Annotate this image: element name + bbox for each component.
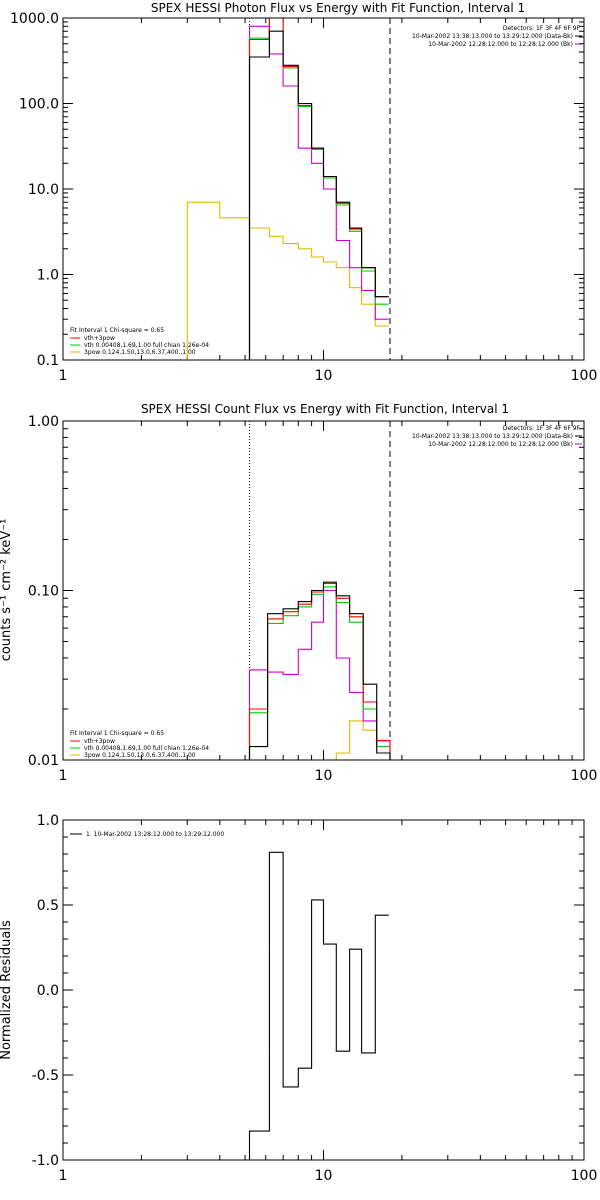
residuals-x-tick-label: 10 bbox=[315, 1168, 333, 1184]
photon-flux-panel: SPEX HESSI Photon Flux vs Energy with Fi… bbox=[10, 1, 597, 384]
count-y-tick-label: 1.00 bbox=[28, 414, 59, 430]
photon-legend-vth: vth 0.00408,1.69,1.00 full chian 1.26e-0… bbox=[84, 342, 209, 349]
residuals-legend: 1. 10-Mar-2002 13:28:12.000 to 13:29:12.… bbox=[86, 831, 224, 838]
photon-legend-bk: 10-Mar-2002 12:28:12.000 to 12:28:12.000… bbox=[428, 41, 573, 48]
count-x-tick-label: 1 bbox=[59, 768, 68, 784]
photon-ticks: 1 10 100 0.1 1.0 10.0 100.0 1000.0 bbox=[10, 11, 597, 384]
photon-chart-title: SPEX HESSI Photon Flux vs Energy with Fi… bbox=[151, 1, 525, 15]
count-flux-panel: SPEX HESSI Count Flux vs Energy with Fit… bbox=[0, 402, 597, 784]
photon-x-tick-label: 10 bbox=[315, 368, 333, 384]
residuals-series-data bbox=[248, 851, 389, 1160]
residuals-x-tick-label: 1 bbox=[59, 1168, 68, 1184]
photon-plot-frame bbox=[62, 17, 585, 361]
count-series-data bbox=[248, 581, 391, 760]
count-y-axis-label: counts s⁻¹ cm⁻² keV⁻¹ bbox=[0, 519, 14, 662]
photon-x-tick-label: 100 bbox=[571, 368, 598, 384]
residuals-y-tick-label: 1.0 bbox=[37, 813, 59, 829]
photon-y-tick-label: 1000.0 bbox=[10, 11, 59, 27]
residuals-plot-frame bbox=[62, 819, 585, 1161]
photon-x-tick-label: 1 bbox=[59, 368, 68, 384]
count-ticks: 1 10 100 0.01 0.10 1.00 bbox=[28, 414, 598, 784]
photon-legend-data-bk: 10-Mar-2002 13:38:13.000 to 13:29:12.000… bbox=[412, 33, 573, 40]
residuals-y-tick-label: 0.5 bbox=[37, 898, 59, 914]
count-legend-vth3pow: vth+3pow bbox=[84, 738, 115, 745]
photon-series-data bbox=[248, 30, 389, 360]
residuals-y-axis-label: Normalized Residuals bbox=[0, 920, 14, 1060]
residuals-x-tick-label: 100 bbox=[571, 1168, 598, 1184]
count-legend-3pow: 3pow 0.124,1.50,13.0,6.37,400.,1.00 bbox=[84, 752, 196, 759]
count-plot-frame bbox=[62, 420, 585, 761]
count-x-tick-label: 100 bbox=[571, 768, 598, 784]
residuals-panel: 1. 10-Mar-2002 13:28:12.000 to 13:29:12.… bbox=[0, 813, 597, 1184]
count-y-tick-label: 0.10 bbox=[28, 584, 59, 600]
photon-y-tick-label: 100.0 bbox=[19, 97, 59, 113]
count-legend-data-bk: 10-Mar-2002 13:38:13.000 to 13:29:12.000… bbox=[412, 433, 573, 440]
count-legend-vth: vth 0.00408,1.69,1.00 full chian 1.26e-0… bbox=[84, 745, 209, 752]
photon-fit-header: Fit Interval 1 Chi-square = 0.65 bbox=[70, 327, 164, 334]
count-chart-title: SPEX HESSI Count Flux vs Energy with Fit… bbox=[141, 402, 509, 416]
photon-y-tick-label: 0.1 bbox=[37, 353, 59, 369]
count-legend-bk: 10-Mar-2002 12:28:12.000 to 12:28:12.000… bbox=[428, 441, 573, 448]
count-fit-header: Fit Interval 1 Chi-square = 0.65 bbox=[70, 730, 164, 737]
count-y-tick-label: 0.01 bbox=[28, 753, 59, 769]
residuals-y-tick-label: -1.0 bbox=[32, 1153, 59, 1169]
photon-y-tick-label: 1.0 bbox=[37, 268, 59, 284]
count-series-bk bbox=[248, 589, 391, 760]
count-x-tick-label: 10 bbox=[315, 768, 333, 784]
residuals-y-tick-label: 0.0 bbox=[37, 983, 59, 999]
count-detectors-label: Detectors: 1F 3F 4F 6F 9F bbox=[503, 425, 581, 432]
photon-legend-vth3pow: vth+3pow bbox=[84, 335, 115, 342]
photon-legend-3pow: 3pow 0.124,1.50,13.0,6.37,400.,1.00 bbox=[84, 349, 196, 356]
photon-y-tick-label: 10.0 bbox=[28, 182, 59, 198]
residuals-y-tick-label: -0.5 bbox=[32, 1068, 59, 1084]
photon-detectors-label: Detectors: 1F 3F 4F 6F 9F bbox=[503, 25, 581, 32]
